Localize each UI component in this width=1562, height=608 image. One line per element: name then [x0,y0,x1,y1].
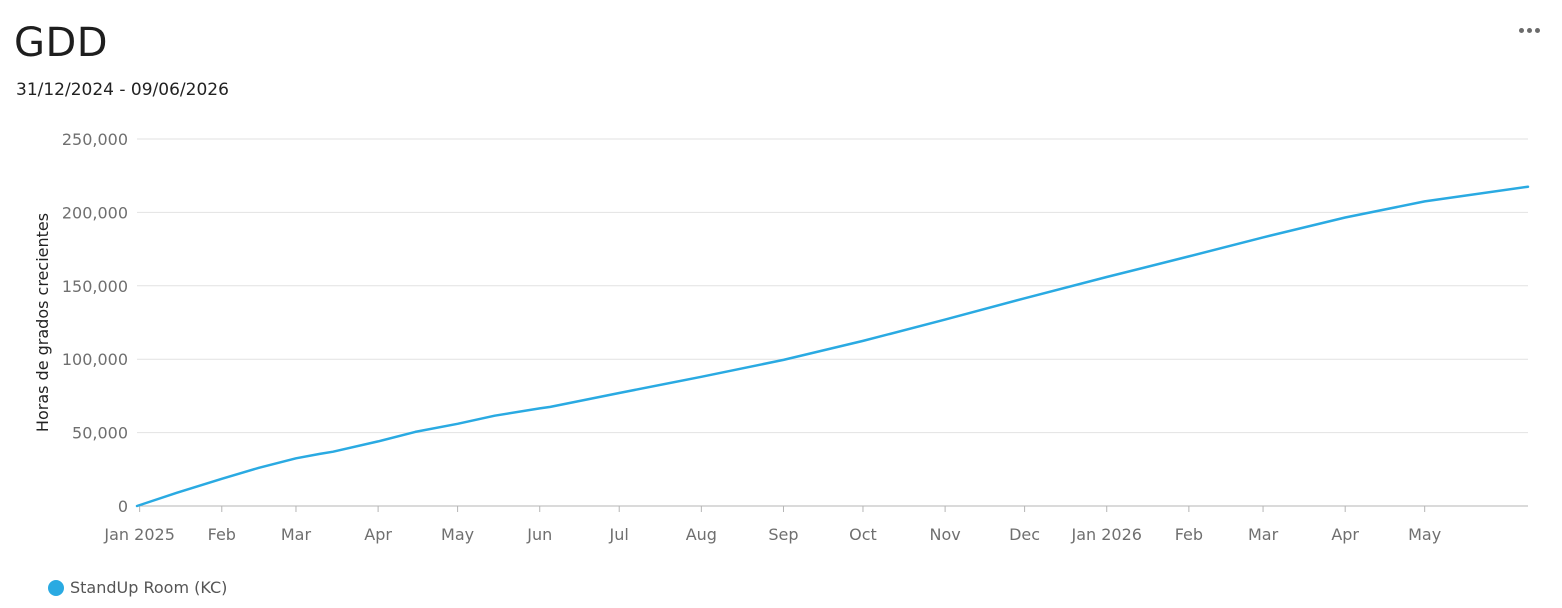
more-options-button[interactable] [1516,20,1542,40]
x-tick-label: Aug [686,525,717,544]
more-horizontal-icon-dot [1526,27,1532,33]
x-tick-label: Feb [208,525,236,544]
more-horizontal-icon [1518,27,1524,33]
x-tick-label: Oct [849,525,877,544]
x-tick-label: Dec [1009,525,1040,544]
x-tick-label: May [441,525,474,544]
y-tick-label: 150,000 [62,277,128,296]
x-tick-label: Apr [1331,525,1359,544]
y-tick-label: 100,000 [62,350,128,369]
x-tick-label: Nov [929,525,960,544]
y-tick-label: 200,000 [62,203,128,222]
x-tick-label: Sep [768,525,798,544]
x-tick-label: Mar [281,525,312,544]
x-tick-label: Jan 2025 [103,525,174,544]
more-horizontal-icon-dot [1534,27,1540,33]
x-tick-label: Jan 2026 [1070,525,1141,544]
x-tick-label: May [1408,525,1441,544]
x-tick-label: Jul [609,525,629,544]
legend-swatch-icon [48,579,64,596]
y-tick-label: 250,000 [62,130,128,149]
x-tick-label: Jun [526,525,552,544]
y-tick-label: 0 [118,497,128,516]
page-title: GDD [14,20,109,66]
y-axis-title: Horas de grados crecientes [33,213,52,432]
legend-label: StandUp Room (KC) [70,578,228,597]
x-tick-label: Mar [1248,525,1279,544]
series-line [135,185,1530,508]
x-tick-label: Feb [1175,525,1203,544]
x-tick-label: Apr [364,525,392,544]
y-tick-label: 50,000 [72,424,128,443]
date-range-label: 31/12/2024 - 09/06/2026 [16,80,229,100]
legend-item[interactable]: StandUp Room (KC) [48,578,227,597]
